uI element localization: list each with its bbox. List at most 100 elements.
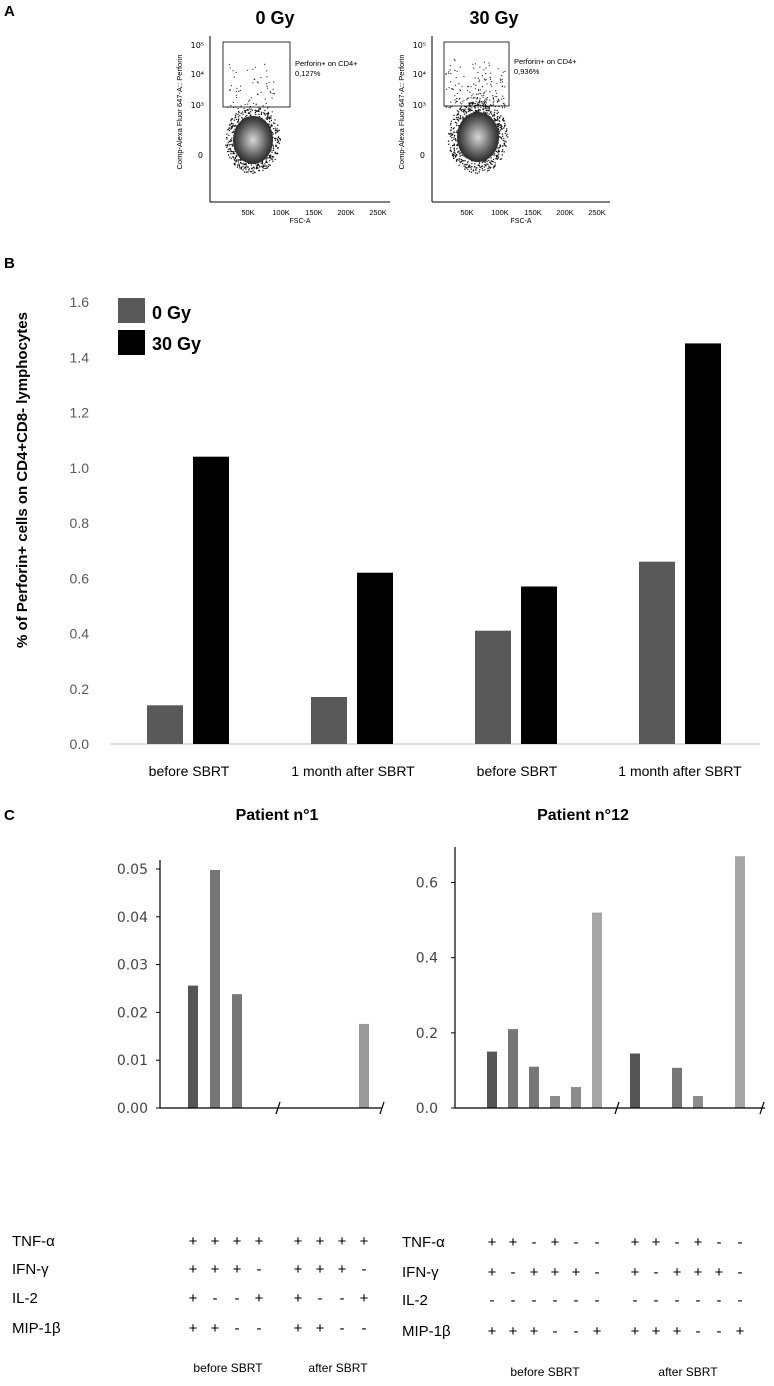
marker-row-label: IL-2 (12, 1290, 38, 1307)
event-dot (499, 158, 501, 160)
group-label: after SBRT (658, 1365, 718, 1379)
y-tick-labels: 0.0 0.2 0.4 0.6 (416, 876, 438, 1118)
event-dot (277, 136, 280, 138)
flow-y-ticks: 0 10³ 10⁴ 10⁵ (191, 41, 204, 160)
flow-gate-label: Perforin+ on CD4+ (295, 59, 358, 68)
event-dot (490, 72, 492, 74)
marker-sign: + (211, 1320, 220, 1337)
marker-sign: + (631, 1234, 640, 1251)
event-dot (229, 124, 231, 126)
flow-x-tick: 100K (272, 208, 290, 217)
event-dot (265, 113, 267, 115)
event-dot (277, 130, 279, 132)
flow-x-ticks: 50K 100K 150K 200K 250K (460, 208, 605, 217)
event-dot (493, 117, 495, 120)
event-dot (475, 100, 477, 102)
event-dot (252, 172, 254, 175)
y-tick: 1.4 (70, 349, 90, 365)
event-dot (260, 113, 263, 115)
event-dot (266, 157, 268, 159)
event-dot (252, 68, 254, 70)
event-dot (274, 139, 277, 141)
event-dot (458, 164, 460, 166)
event-dot (459, 161, 462, 164)
event-dot (237, 113, 239, 116)
event-dot (240, 105, 242, 107)
event-dot (504, 122, 506, 125)
event-dot (241, 163, 243, 165)
event-dot (270, 92, 272, 94)
marker-sign: + (294, 1261, 303, 1278)
event-dot (227, 141, 229, 143)
event-dot (498, 116, 501, 119)
event-dot (471, 107, 473, 109)
event-dot (461, 85, 463, 87)
event-dot (486, 108, 488, 110)
event-dot (472, 101, 474, 104)
event-dot (275, 129, 277, 131)
event-dot (483, 69, 485, 71)
event-dot (458, 150, 460, 152)
event-dot (262, 169, 264, 172)
bar-30gy (193, 456, 229, 744)
event-dot (481, 102, 483, 104)
event-dot (270, 119, 273, 122)
event-dot (488, 62, 490, 64)
event-dot (484, 103, 487, 106)
event-dot (457, 151, 459, 153)
event-dot (466, 89, 469, 91)
event-dot (494, 95, 496, 98)
event-dot (505, 145, 507, 148)
event-dot (278, 129, 280, 131)
marker-sign: - (654, 1264, 659, 1281)
event-dot (494, 109, 496, 111)
event-dot (272, 156, 274, 158)
event-dot (458, 83, 460, 85)
event-dot (243, 167, 245, 169)
event-dot (235, 155, 238, 158)
event-dot (470, 102, 472, 104)
event-dot (254, 111, 257, 114)
event-dot (472, 63, 474, 65)
event-dot (454, 152, 456, 154)
event-dot (501, 98, 503, 100)
event-dot (234, 159, 236, 162)
event-dot (244, 103, 246, 106)
event-dot (502, 71, 504, 73)
event-dot (457, 120, 460, 122)
event-dot (494, 118, 497, 121)
marker-sign: - (696, 1292, 701, 1309)
event-dot (450, 72, 452, 75)
event-dot (485, 67, 487, 69)
event-dot (233, 124, 235, 127)
event-dot (453, 157, 455, 160)
event-dot (275, 137, 277, 139)
event-dot (242, 113, 244, 116)
event-dot (242, 169, 244, 171)
legend: 0 Gy 30 Gy (118, 298, 201, 355)
event-dot (274, 122, 276, 125)
event-dot (234, 117, 236, 119)
event-dot (450, 132, 452, 135)
flow-x-ticks: 50K 100K 150K 200K 250K (241, 208, 386, 217)
event-dot (453, 127, 455, 129)
event-dot (485, 161, 487, 163)
event-dot (493, 154, 495, 156)
y-tick: 1.0 (70, 460, 90, 476)
event-dot (454, 134, 456, 137)
event-dot (239, 89, 241, 92)
event-dot (491, 160, 494, 163)
event-dot (482, 160, 485, 163)
event-dot (250, 171, 253, 173)
event-dot (254, 171, 256, 174)
category-label: 1 month after SBRT (618, 763, 742, 779)
event-dot (488, 64, 490, 67)
event-dot (468, 107, 470, 109)
event-dot (467, 97, 469, 100)
event-dot (277, 141, 280, 143)
event-dot (455, 102, 457, 104)
event-dot (238, 163, 240, 165)
event-dot (469, 91, 471, 93)
event-dot (451, 137, 453, 139)
event-dot (230, 150, 232, 153)
